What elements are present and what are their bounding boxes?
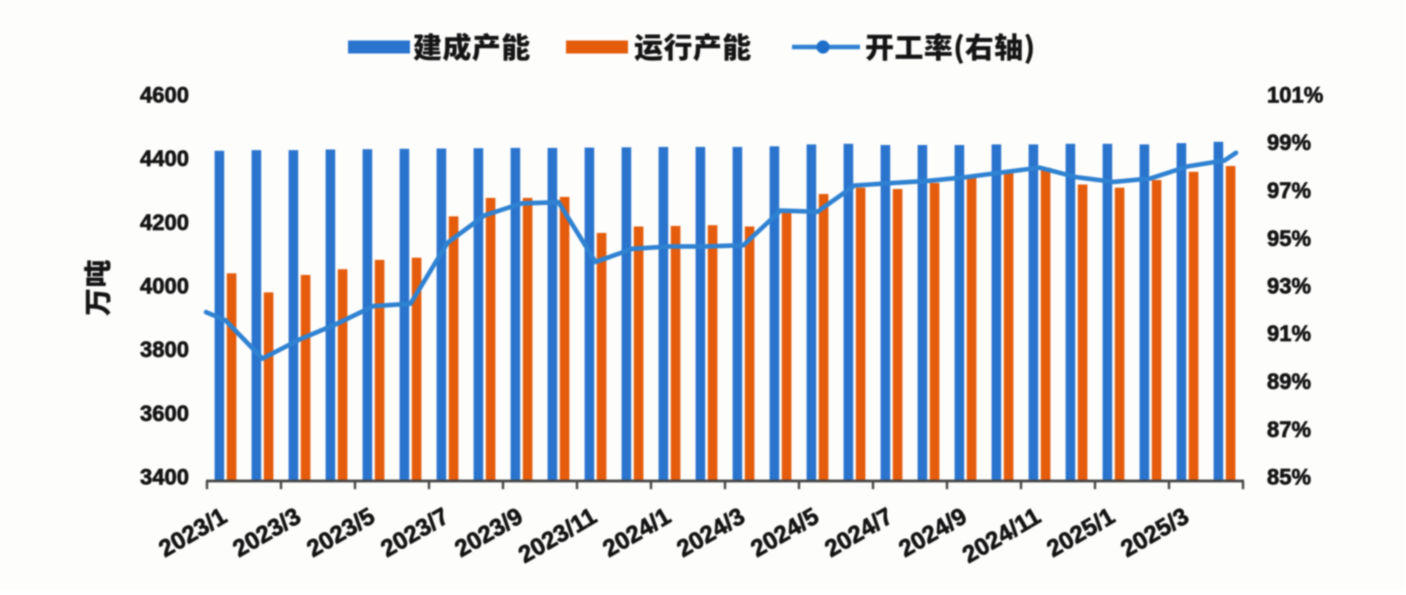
svg-text:4600: 4600	[140, 83, 189, 108]
svg-text:4400: 4400	[140, 146, 189, 171]
svg-text:4000: 4000	[140, 274, 189, 299]
svg-text:91%: 91%	[1267, 321, 1311, 346]
svg-text:89%: 89%	[1267, 369, 1311, 394]
svg-text:87%: 87%	[1267, 417, 1311, 442]
svg-text:93%: 93%	[1267, 274, 1311, 299]
svg-text:99%: 99%	[1267, 130, 1311, 155]
svg-text:3600: 3600	[140, 401, 189, 426]
svg-text:3400: 3400	[140, 465, 189, 490]
svg-text:85%: 85%	[1267, 465, 1311, 490]
svg-text:3800: 3800	[140, 337, 189, 362]
svg-text:101%: 101%	[1267, 83, 1323, 108]
svg-text:97%: 97%	[1267, 178, 1311, 203]
svg-text:95%: 95%	[1267, 226, 1311, 251]
svg-text:4200: 4200	[140, 210, 189, 235]
